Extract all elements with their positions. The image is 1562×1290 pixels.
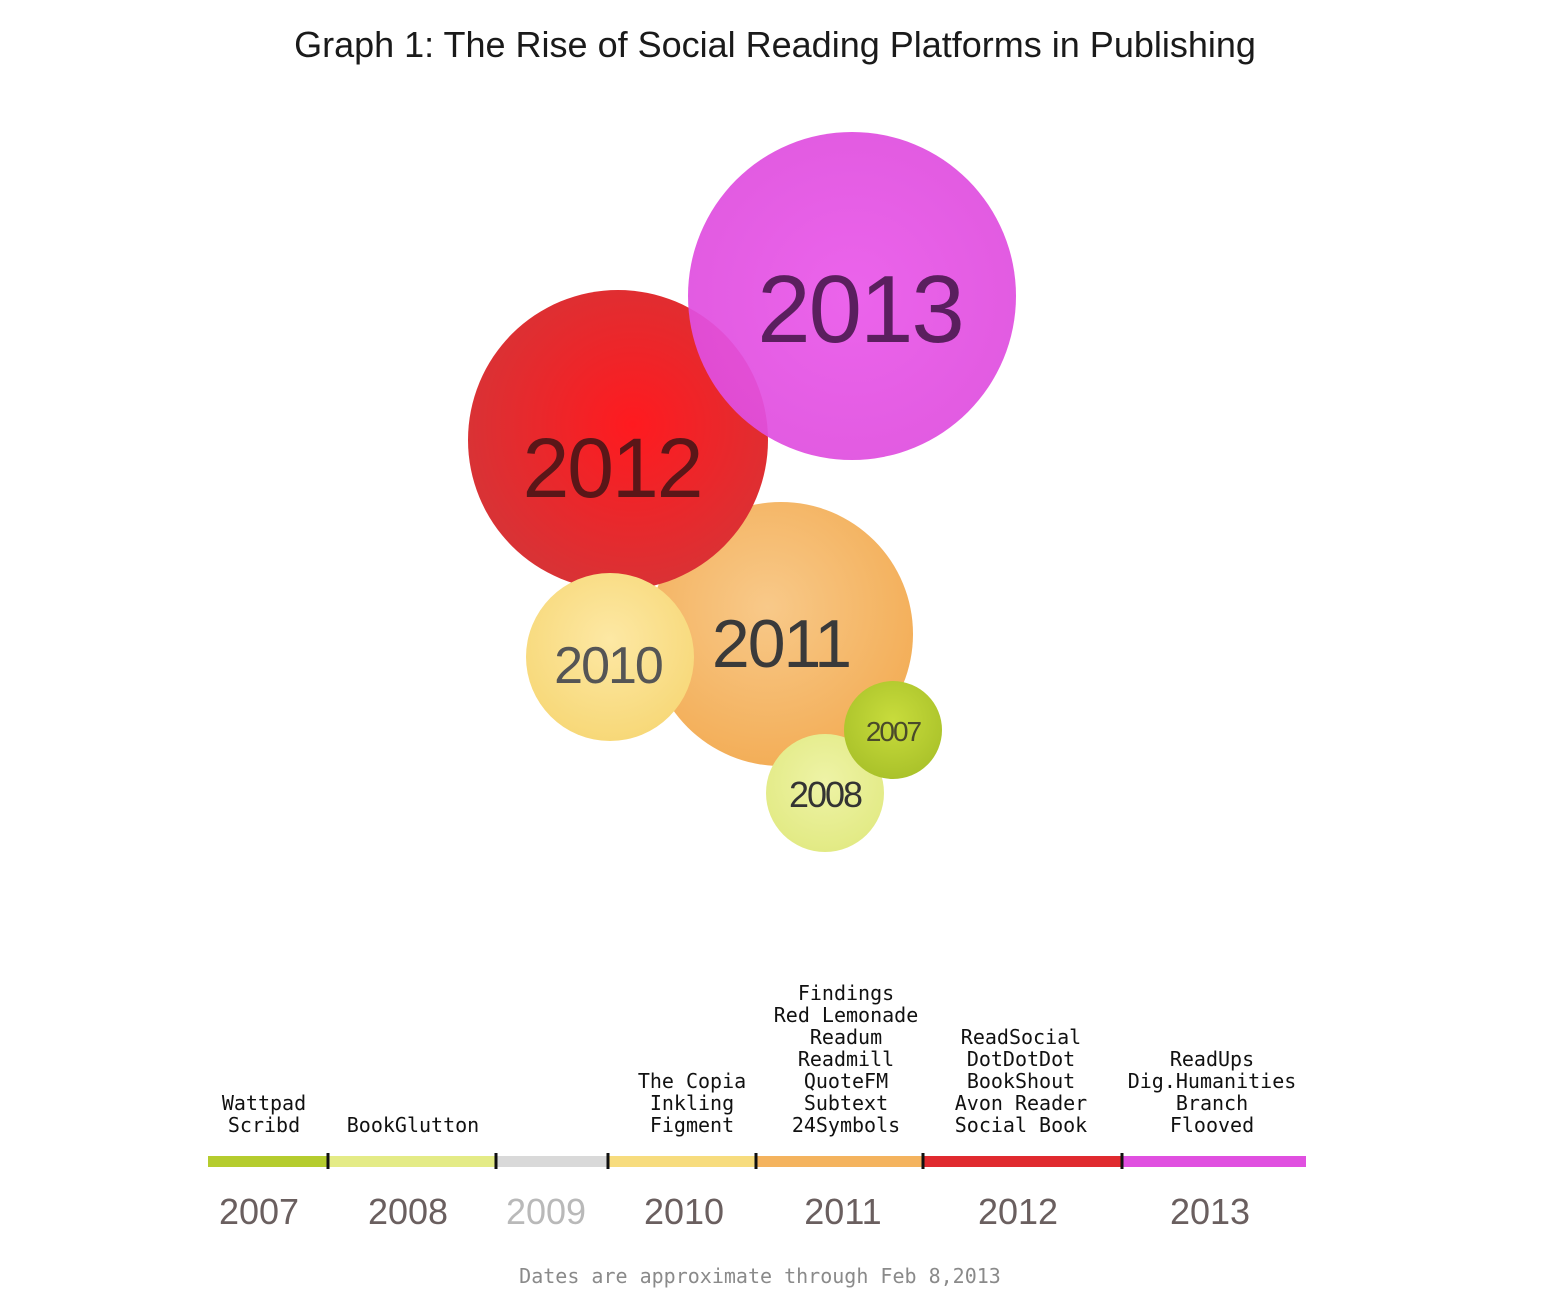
- platform-name: Findings: [798, 981, 894, 1005]
- timeline-segment-2007: [208, 1156, 328, 1167]
- platform-name: Social Book: [955, 1113, 1087, 1137]
- platform-name: Red Lemonade: [774, 1003, 919, 1027]
- bubble-2012: 2012: [468, 290, 768, 590]
- bubble-label-2008: 2008: [789, 774, 862, 815]
- bubble-circle-2012: [468, 290, 768, 590]
- timeline-tick: [921, 1153, 925, 1169]
- platform-name: Avon Reader: [955, 1091, 1087, 1115]
- timeline-tick: [494, 1153, 498, 1169]
- bubble-circle-2013: [688, 132, 1016, 460]
- platform-name: Wattpad: [222, 1091, 306, 1115]
- bubble-2011: 2011: [649, 502, 913, 766]
- platform-name: ReadUps: [1170, 1047, 1254, 1071]
- timeline-year-2008: 2008: [368, 1191, 448, 1232]
- platform-name: Readum: [810, 1025, 882, 1049]
- bubble-2010: 2010: [526, 573, 694, 741]
- timeline-segment-2011: [756, 1156, 923, 1167]
- platform-name: Scribd: [228, 1113, 300, 1137]
- platform-name: Readmill: [798, 1047, 894, 1071]
- bubble-label-2013: 2013: [757, 256, 963, 363]
- platform-name: Inkling: [650, 1091, 734, 1115]
- platform-name: Dig.Humanities: [1128, 1069, 1297, 1093]
- platform-name: DotDotDot: [967, 1047, 1075, 1071]
- platform-name: Subtext: [804, 1091, 888, 1115]
- timeline-year-2010: 2010: [644, 1191, 724, 1232]
- bubble-label-2010: 2010: [554, 637, 662, 695]
- bubble-2008: 2008: [766, 734, 884, 852]
- timeline-segment-2012: [923, 1156, 1122, 1167]
- timeline-year-2013: 2013: [1170, 1191, 1250, 1232]
- platform-name: QuoteFM: [804, 1069, 888, 1093]
- bubble-label-2012: 2012: [523, 421, 702, 515]
- platform-name: Branch: [1176, 1091, 1248, 1115]
- platform-name: ReadSocial: [961, 1025, 1081, 1049]
- platform-name: Figment: [650, 1113, 734, 1137]
- bubble-2007: 2007: [844, 681, 942, 779]
- timeline-segment-2013: [1122, 1156, 1306, 1167]
- timeline-year-2011: 2011: [804, 1191, 881, 1232]
- chart-title: Graph 1: The Rise of Social Reading Plat…: [294, 24, 1256, 65]
- timeline-year-2007: 2007: [219, 1191, 299, 1232]
- timeline-bar: [208, 1153, 1306, 1169]
- bubble-label-2007: 2007: [866, 716, 922, 747]
- timeline-segment-2008: [328, 1156, 496, 1167]
- footnote: Dates are approximate through Feb 8,2013: [519, 1264, 1001, 1288]
- timeline-tick: [754, 1153, 758, 1169]
- bubble-circle-2008: [766, 734, 884, 852]
- bubble-circle-2011: [649, 502, 913, 766]
- platform-name: 24Symbols: [792, 1113, 900, 1137]
- bubble-label-2011: 2011: [712, 606, 850, 682]
- timeline-year-2012: 2012: [978, 1191, 1058, 1232]
- timeline-segment-2009: [496, 1156, 608, 1167]
- timeline-year-2009: 2009: [506, 1191, 586, 1232]
- platform-name: BookGlutton: [347, 1113, 479, 1137]
- bubble-circle-2010: [526, 573, 694, 741]
- bubble-2013: 2013: [688, 132, 1016, 460]
- platform-name: BookShout: [967, 1069, 1075, 1093]
- timeline-segment-2010: [608, 1156, 756, 1167]
- timeline-tick: [326, 1153, 330, 1169]
- bubble-circle-2007: [844, 681, 942, 779]
- platform-name: The Copia: [638, 1069, 746, 1093]
- platform-list-2008: BookGlutton: [347, 1113, 479, 1137]
- timeline-tick: [606, 1153, 610, 1169]
- timeline-tick: [1120, 1153, 1124, 1169]
- timeline-year-labels: 2007 2008 2009 2010 2011 2012 2013: [219, 1191, 1250, 1232]
- platform-name: Flooved: [1170, 1113, 1254, 1137]
